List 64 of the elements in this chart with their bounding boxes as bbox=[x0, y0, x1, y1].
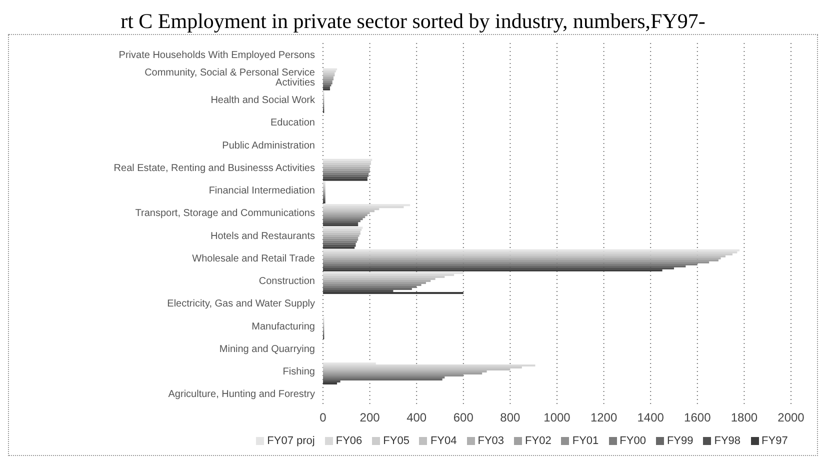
bar bbox=[323, 265, 686, 268]
y-tick-label: Real Estate, Renting and Businesss Activities bbox=[114, 162, 315, 174]
bar bbox=[323, 257, 721, 260]
legend-label: FY06 bbox=[334, 435, 362, 447]
legend-label: FY07 proj bbox=[266, 435, 315, 447]
bar bbox=[323, 251, 738, 254]
x-tick-label: 1800 bbox=[730, 410, 758, 425]
legend-label: FY98 bbox=[713, 435, 741, 447]
y-tick-label: Education bbox=[270, 118, 315, 129]
bar bbox=[323, 261, 710, 264]
bar bbox=[323, 378, 442, 380]
bar bbox=[323, 249, 740, 252]
x-tick-label: 800 bbox=[500, 410, 521, 425]
legend-label: FY03 bbox=[476, 435, 504, 447]
bar bbox=[323, 267, 674, 270]
bar bbox=[323, 272, 464, 274]
y-tick-label: Fishing bbox=[282, 366, 315, 378]
bar bbox=[323, 364, 536, 366]
x-tick-label: 200 bbox=[360, 410, 380, 425]
chart-title: rt C Employment in private sector sorted by industry, numbers,FY97- bbox=[120, 8, 706, 34]
x-tick-label: 1200 bbox=[590, 410, 618, 425]
bar bbox=[323, 376, 445, 378]
bar bbox=[323, 372, 482, 374]
bar bbox=[323, 284, 422, 286]
x-tick-label: 2000 bbox=[778, 410, 805, 425]
legend-label: FY00 bbox=[618, 435, 646, 447]
y-tick-label: Health and Social Work bbox=[210, 95, 316, 106]
bar bbox=[323, 382, 338, 384]
legend-label: FY97 bbox=[760, 435, 788, 447]
x-tick-label: 1000 bbox=[544, 410, 571, 425]
x-tick-label: 1600 bbox=[684, 410, 712, 425]
bar bbox=[323, 282, 426, 284]
y-tick-label: Community, Social & Personal Service Activities bbox=[144, 67, 316, 88]
legend-label: FY04 bbox=[429, 435, 457, 447]
bar bbox=[323, 259, 718, 262]
bar bbox=[323, 290, 394, 292]
x-tick-label: 400 bbox=[406, 410, 427, 425]
bar bbox=[323, 370, 487, 372]
y-tick-label: Transport, Storage and Communications bbox=[135, 208, 315, 220]
bar bbox=[323, 280, 431, 282]
legend-label: FY05 bbox=[382, 435, 410, 447]
y-tick-label: Mining and Quarrying bbox=[219, 344, 315, 355]
legend-label: FY02 bbox=[524, 435, 552, 447]
y-tick-label: Private Households With Employed Persons bbox=[118, 50, 315, 61]
bar bbox=[323, 292, 464, 294]
bar bbox=[323, 212, 370, 214]
legend-label: FY99 bbox=[666, 435, 694, 447]
y-tick-label: Agriculture, Hunting and Forestry bbox=[168, 389, 315, 400]
y-tick-label: Construction bbox=[258, 276, 315, 288]
bar bbox=[323, 374, 464, 376]
y-tick-label: Financial Intermediation bbox=[208, 186, 315, 197]
x-tick-label: 1400 bbox=[637, 410, 664, 425]
x-tick-label: 0 bbox=[320, 410, 327, 425]
y-tick-label: Public Administration bbox=[222, 140, 315, 152]
y-tick-label: Manufacturing bbox=[252, 321, 315, 332]
legend-label: FY01 bbox=[571, 435, 599, 447]
bar bbox=[323, 269, 662, 272]
y-tick-label: Electricity, Gas and Water Supply bbox=[167, 298, 315, 310]
bar bbox=[323, 380, 340, 382]
y-tick-label: Wholesale and Retail Trade bbox=[192, 253, 316, 264]
x-tick-label: 600 bbox=[453, 410, 474, 425]
bar bbox=[323, 288, 412, 290]
bar bbox=[323, 204, 410, 206]
y-tick-label: Hotels and Restaurants bbox=[210, 230, 315, 242]
